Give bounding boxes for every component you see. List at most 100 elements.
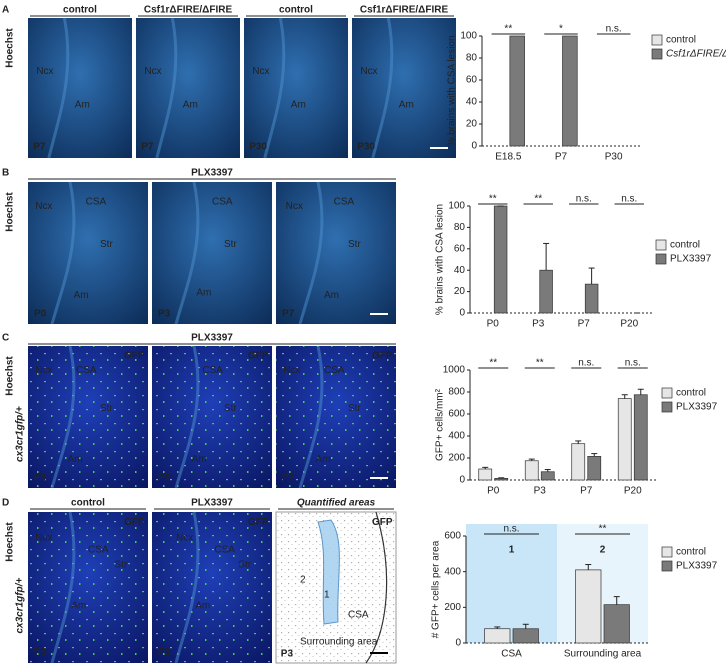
csa-region [317, 519, 340, 625]
x-tick-label: P3 [532, 319, 545, 330]
region-label: CSA [334, 197, 355, 208]
significance-label: ** [504, 24, 512, 35]
region-label: Surrounding area [300, 637, 378, 648]
region-label: Am [75, 99, 90, 110]
x-tick-label: P7 [555, 152, 568, 163]
column-header: control [71, 498, 105, 509]
micrograph [244, 18, 348, 158]
column-header: Quantified areas [297, 498, 376, 509]
x-tick-label: P20 [624, 486, 642, 497]
y-axis-label: GFP+ cells/mm² [435, 388, 446, 461]
y-tick-label: 0 [459, 308, 465, 319]
region-label: CSA [348, 609, 369, 620]
region-label: Ncx [283, 365, 300, 376]
region-label: Ncx [286, 201, 303, 212]
category-shading [557, 524, 648, 643]
significance-label: ** [536, 358, 544, 369]
column-header: PLX3397 [191, 333, 233, 344]
region-label: GFP [124, 517, 145, 528]
tissue-band [263, 17, 286, 159]
x-tick-label: P7 [578, 319, 591, 330]
bar [484, 628, 511, 644]
bar [603, 604, 630, 644]
bar [584, 283, 599, 314]
y-tick-label: 600 [444, 531, 461, 542]
y-tick-label: 400 [444, 566, 461, 577]
age-label: P3 [158, 473, 171, 484]
region-label: 1 [324, 590, 330, 601]
region-label: Ncx [176, 532, 193, 543]
age-label: P3 [34, 647, 47, 658]
bar [524, 460, 539, 481]
border [365, 511, 388, 664]
bar [539, 269, 553, 314]
y-tick-label: 1000 [443, 365, 466, 376]
region-label: 2 [600, 545, 606, 556]
legend-swatch [655, 239, 667, 251]
tissue-band [174, 181, 200, 325]
region-label: Am [183, 99, 198, 110]
age-label: P7 [282, 473, 295, 484]
y-tick-label: 800 [448, 387, 465, 398]
age-label: P0 [34, 309, 47, 320]
region-label: CSA [212, 197, 233, 208]
x-tick-label: P30 [605, 152, 623, 163]
region-label: CSA [76, 365, 97, 376]
significance-label: ** [599, 524, 607, 535]
gfp-cells [28, 512, 148, 663]
region-label: CSA [214, 544, 235, 555]
region-label: Ncx [252, 66, 269, 77]
region-label: CSA [202, 365, 223, 376]
region-label: Str [238, 559, 251, 570]
age-label: P3 [158, 647, 171, 658]
bar [571, 443, 586, 481]
significance-label: * [559, 24, 563, 35]
tissue-band [155, 17, 178, 159]
panel-label: D [2, 498, 9, 509]
y-tick-label: 20 [466, 119, 478, 130]
tissue-band [298, 345, 324, 489]
region-label: Ncx [35, 201, 52, 212]
column-header: PLX3397 [191, 168, 233, 179]
legend-swatch [651, 34, 663, 46]
y-tick-label: 40 [454, 265, 466, 276]
significance-label: ** [489, 194, 497, 205]
legend-swatch [661, 387, 673, 399]
x-tick-label: P0 [487, 319, 500, 330]
y-tick-label: 200 [444, 602, 461, 613]
age-label: P7 [282, 309, 295, 320]
region-label: Am [74, 290, 89, 301]
region-label: Ncx [35, 365, 52, 376]
bar [494, 478, 509, 481]
gfp-cells [152, 346, 272, 488]
legend-label: PLX3397 [676, 402, 718, 413]
bar [562, 35, 578, 147]
region-label: Am [192, 454, 207, 465]
age-label: P30 [249, 141, 267, 152]
region-label: Str [224, 239, 237, 250]
region-label: 1 [509, 545, 515, 556]
micrograph [276, 182, 396, 324]
legend-label: PLX3397 [676, 561, 718, 572]
region-label: Str [348, 403, 361, 414]
region-label: Am [324, 290, 339, 301]
y-tick-label: 0 [471, 141, 477, 152]
side-label: Hoechst [5, 522, 16, 562]
micrograph [28, 182, 148, 324]
legend-label: PLX3397 [670, 254, 712, 265]
legend-swatch [661, 546, 673, 558]
x-tick-label: P7 [580, 486, 593, 497]
region-label: Am [196, 287, 211, 298]
region-label: Ncx [144, 66, 161, 77]
region-label: Ncx [35, 532, 52, 543]
region-label: Ncx [36, 66, 53, 77]
region-label: Str [114, 559, 127, 570]
bar [493, 205, 508, 314]
region-label: CSA [86, 197, 107, 208]
bar [575, 569, 602, 644]
tissue-band [298, 181, 324, 325]
column-header: Csf1rΔFIRE/ΔFIRE [144, 5, 233, 16]
y-axis-label: % brains with CSA lesion [447, 35, 458, 146]
bar [617, 398, 632, 481]
